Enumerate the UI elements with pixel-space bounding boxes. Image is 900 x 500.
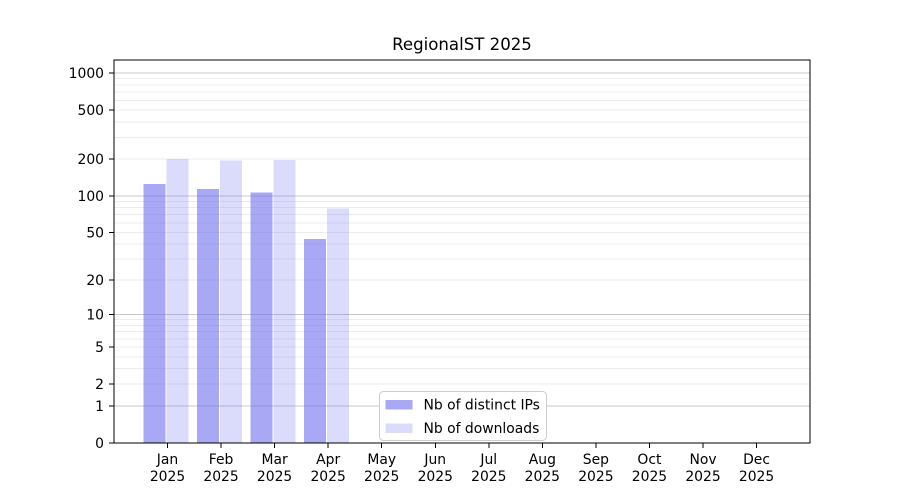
x-tick-month: Oct xyxy=(637,452,662,468)
x-tick-month: Dec xyxy=(743,452,770,468)
x-tick-year: 2025 xyxy=(578,469,613,485)
x-tick-month: Aug xyxy=(529,452,556,468)
legend-swatch-distinct-ips xyxy=(385,400,413,410)
y-tick-label: 1000 xyxy=(69,66,104,82)
x-tick-year: 2025 xyxy=(471,469,506,485)
y-tick-label: 2 xyxy=(95,377,104,393)
bar-nb-of-downloads-mar xyxy=(273,160,296,443)
x-tick-year: 2025 xyxy=(310,469,345,485)
x-tick-month: Jun xyxy=(423,452,446,468)
x-tick-month: Mar xyxy=(261,452,287,468)
x-tick-year: 2025 xyxy=(418,469,453,485)
x-tick-label-feb: Feb 2025 xyxy=(203,452,238,485)
x-tick-month: Sep xyxy=(583,452,609,468)
bar-nb-of-distinct-ips-feb xyxy=(197,188,220,443)
y-tick-label: 10 xyxy=(86,308,104,324)
x-tick-label-sep: Sep 2025 xyxy=(578,452,613,485)
x-tick-year: 2025 xyxy=(685,469,720,485)
x-tick-month: Feb xyxy=(209,452,234,468)
bar-nb-of-downloads-apr xyxy=(327,208,350,443)
grid-lines xyxy=(114,72,810,407)
x-tick-year: 2025 xyxy=(632,469,667,485)
legend-label-downloads: Nb of downloads xyxy=(424,421,540,437)
x-tick-month: May xyxy=(367,452,396,468)
y-tick-label: 5 xyxy=(95,340,104,356)
y-tick-label: 500 xyxy=(77,103,104,119)
x-tick-year: 2025 xyxy=(739,469,774,485)
x-tick-label-jan: Jan 2025 xyxy=(150,452,185,485)
x-tick-month: Nov xyxy=(689,452,716,468)
bar-nb-of-distinct-ips-apr xyxy=(304,239,327,443)
bar-nb-of-downloads-jan xyxy=(166,158,189,443)
x-tick-label-mar: Mar 2025 xyxy=(257,452,292,485)
x-tick-label-oct: Oct 2025 xyxy=(632,452,667,485)
y-tick-label: 200 xyxy=(77,152,104,168)
x-tick-label-aug: Aug 2025 xyxy=(525,452,560,485)
x-tick-year: 2025 xyxy=(257,469,292,485)
legend-swatch-downloads xyxy=(385,423,413,433)
y-axis: 0 1 2 5 10 20 50 100 200 500 1000 xyxy=(69,66,114,452)
chart-title: RegionalST 2025 xyxy=(392,35,532,54)
bar-series xyxy=(143,158,350,444)
bar-nb-of-distinct-ips-mar xyxy=(250,192,273,443)
legend: Nb of distinct IPs Nb of downloads xyxy=(379,391,547,441)
legend-label-distinct-ips: Nb of distinct IPs xyxy=(424,398,540,414)
x-tick-label-jun: Jun 2025 xyxy=(418,452,453,485)
y-tick-label: 0 xyxy=(95,436,104,452)
x-tick-month: Jul xyxy=(479,452,497,468)
x-tick-year: 2025 xyxy=(150,469,185,485)
bar-nb-of-distinct-ips-jan xyxy=(143,183,166,444)
y-tick-label: 50 xyxy=(86,225,104,241)
y-tick-label: 1 xyxy=(95,399,104,415)
x-tick-label-apr: Apr 2025 xyxy=(310,452,345,485)
x-tick-month: Apr xyxy=(316,452,340,468)
plot-border xyxy=(113,59,811,444)
x-tick-year: 2025 xyxy=(364,469,399,485)
x-tick-year: 2025 xyxy=(525,469,560,485)
x-tick-label-nov: Nov 2025 xyxy=(685,452,720,485)
legend-box xyxy=(379,391,547,441)
y-tick-label: 100 xyxy=(77,189,104,205)
x-tick-label-jul: Jul 2025 xyxy=(471,452,506,485)
x-tick-month: Jan xyxy=(156,452,178,468)
y-tick-label: 20 xyxy=(86,273,104,289)
x-tick-year: 2025 xyxy=(203,469,238,485)
bar-nb-of-downloads-feb xyxy=(220,160,243,444)
x-tick-label-dec: Dec 2025 xyxy=(739,452,774,485)
x-tick-label-may: May 2025 xyxy=(364,452,399,485)
